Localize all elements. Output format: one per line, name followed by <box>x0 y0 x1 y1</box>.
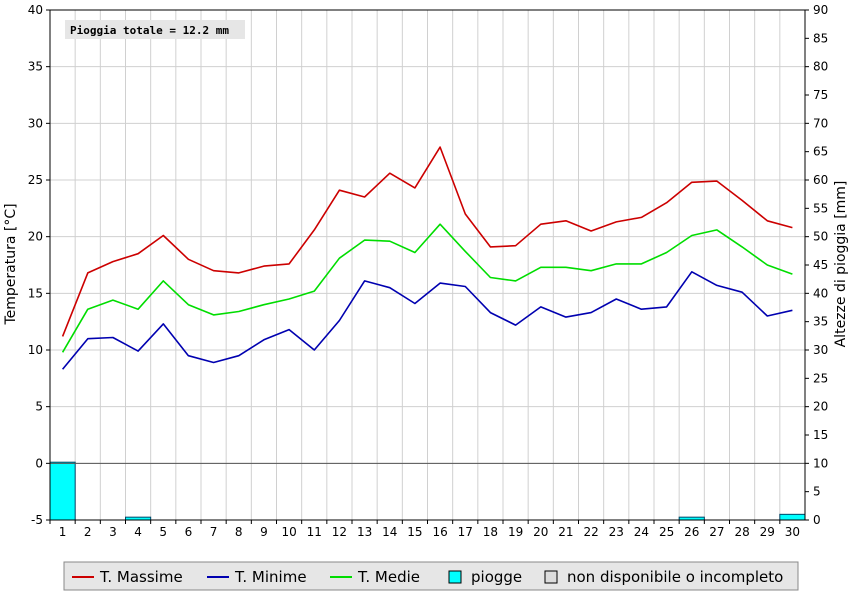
y-axis-title: Temperatura [°C] <box>3 203 19 325</box>
y2-tick-label: 90 <box>813 3 828 17</box>
legend-label: T. Minime <box>234 568 307 586</box>
y2-tick-label: 25 <box>813 371 828 385</box>
y2-tick-label: 50 <box>813 230 828 244</box>
y2-axis-title: Altezze di pioggia [mm] <box>833 181 849 348</box>
y2-tick-label: 55 <box>813 201 828 215</box>
x-tick-label: 8 <box>235 525 243 539</box>
x-tick-label: 6 <box>185 525 193 539</box>
rain-bar <box>49 461 76 521</box>
y-tick-label: 5 <box>35 400 43 414</box>
y2-tick-label: 45 <box>813 258 828 272</box>
y2-tick-label: 75 <box>813 88 828 102</box>
x-tick-label: 1 <box>59 525 67 539</box>
legend: T. Massime T. Minime T. Medie piogge non dis… <box>63 561 799 591</box>
y2-tick-label: 70 <box>813 116 828 130</box>
y2-tick-label: 40 <box>813 286 828 300</box>
series-line-t-massime <box>61 146 793 337</box>
y-tick-label: 30 <box>28 116 43 130</box>
x-tick-label: 21 <box>558 525 573 539</box>
x-tick-label: 16 <box>432 525 447 539</box>
y-tick-label: -5 <box>31 513 43 527</box>
total-rain-annotation: Pioggia totale = 12.2 mm <box>65 20 245 39</box>
series-lines <box>61 146 793 370</box>
x-tick-label: 4 <box>134 525 142 539</box>
x-tick-label: 18 <box>483 525 498 539</box>
annotation-text: Pioggia totale = 12.2 mm <box>70 24 229 37</box>
y-tick-label: 40 <box>28 3 43 17</box>
y2-tick-label: 60 <box>813 173 828 187</box>
left-axis-ticks: -5 0 5 10 15 20 25 30 35 40 <box>28 3 50 527</box>
x-tick-label: 3 <box>109 525 117 539</box>
y2-tick-label: 20 <box>813 400 828 414</box>
y-tick-label: 25 <box>28 173 43 187</box>
y2-tick-label: 15 <box>813 428 828 442</box>
legend-label: T. Medie <box>357 568 420 586</box>
x-tick-label: 26 <box>684 525 699 539</box>
y-tick-label: 35 <box>28 60 43 74</box>
y2-tick-label: 5 <box>813 485 821 499</box>
x-tick-label: 5 <box>159 525 167 539</box>
x-tick-label: 20 <box>533 525 548 539</box>
x-tick-label: 10 <box>281 525 296 539</box>
right-axis-ticks: 0 5 10 15 20 25 30 35 40 45 50 55 60 65 70 75 80 85 90 <box>805 3 828 527</box>
x-tick-label: 27 <box>709 525 724 539</box>
series-line-t-medie <box>61 223 793 353</box>
y2-tick-label: 85 <box>813 31 828 45</box>
y2-tick-label: 10 <box>813 456 828 470</box>
x-tick-label: 14 <box>382 525 397 539</box>
x-tick-label: 15 <box>407 525 422 539</box>
x-tick-label: 12 <box>332 525 347 539</box>
y2-tick-label: 0 <box>813 513 821 527</box>
legend-frame <box>63 561 799 591</box>
x-tick-label: 7 <box>210 525 218 539</box>
legend-label: non disponibile o incompleto <box>567 568 783 586</box>
x-tick-label: 24 <box>634 525 649 539</box>
x-tick-label: 28 <box>734 525 749 539</box>
legend-label: T. Massime <box>99 568 183 586</box>
grid <box>50 9 805 521</box>
series-line-t-minime <box>61 270 793 370</box>
x-tick-label: 22 <box>583 525 598 539</box>
y-tick-label: 10 <box>28 343 43 357</box>
y2-tick-label: 80 <box>813 60 828 74</box>
x-tick-label: 29 <box>760 525 775 539</box>
rain-bar <box>779 513 806 521</box>
x-axis-ticks: 1 2 3 4 5 6 7 8 9 10 11 12 13 14 15 16 17 18 19 20 21 22 23 24 2… <box>49 520 800 539</box>
x-tick-label: 9 <box>260 525 268 539</box>
y2-tick-label: 65 <box>813 145 828 159</box>
x-tick-label: 30 <box>785 525 800 539</box>
y-tick-label: 0 <box>35 456 43 470</box>
x-tick-label: 25 <box>659 525 674 539</box>
y2-tick-label: 35 <box>813 315 828 329</box>
legend-swatch <box>544 570 558 584</box>
x-tick-label: 2 <box>84 525 92 539</box>
annotation-box <box>65 20 245 39</box>
x-tick-label: 23 <box>609 525 624 539</box>
x-tick-label: 19 <box>508 525 523 539</box>
y2-tick-label: 30 <box>813 343 828 357</box>
legend-swatch <box>448 570 462 584</box>
x-tick-label: 11 <box>307 525 322 539</box>
legend-label: piogge <box>471 568 522 586</box>
x-tick-label: 17 <box>458 525 473 539</box>
x-tick-label: 13 <box>357 525 372 539</box>
y-tick-label: 15 <box>28 286 43 300</box>
y-tick-label: 20 <box>28 230 43 244</box>
